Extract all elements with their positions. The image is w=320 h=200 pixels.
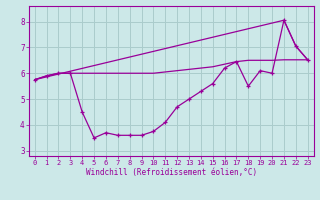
X-axis label: Windchill (Refroidissement éolien,°C): Windchill (Refroidissement éolien,°C): [86, 168, 257, 177]
